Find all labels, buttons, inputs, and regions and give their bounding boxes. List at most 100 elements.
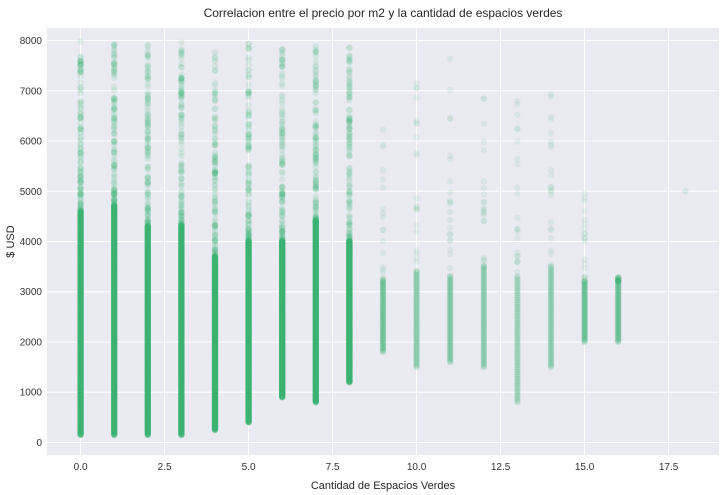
data-point	[178, 182, 185, 189]
data-point	[178, 168, 185, 175]
data-point	[144, 149, 151, 156]
data-point	[77, 172, 84, 180]
data-point	[144, 122, 151, 130]
data-point	[144, 96, 151, 104]
data-point	[211, 232, 219, 239]
data-point	[547, 167, 555, 174]
data-point	[77, 200, 84, 208]
data-point	[211, 124, 219, 132]
data-point	[178, 146, 185, 153]
data-point	[77, 173, 84, 180]
data-point	[111, 116, 118, 123]
data-point	[514, 268, 521, 276]
data-point	[111, 162, 118, 169]
data-point	[77, 205, 84, 212]
data-point	[144, 203, 151, 210]
data-point	[514, 97, 521, 105]
data-point	[111, 65, 118, 73]
data-point	[77, 170, 84, 177]
data-point	[547, 235, 555, 242]
data-point	[77, 205, 84, 212]
data-point	[111, 137, 118, 145]
data-point	[211, 105, 219, 113]
data-point	[111, 186, 118, 194]
data-point	[111, 189, 118, 197]
data-point	[144, 174, 151, 181]
data-point	[144, 135, 151, 142]
data-point	[111, 162, 118, 170]
data-point	[77, 208, 84, 215]
data-point	[346, 81, 353, 88]
data-point	[178, 115, 185, 122]
data-point	[77, 67, 84, 75]
data-point	[111, 47, 118, 55]
data-point	[312, 141, 319, 149]
data-point	[144, 52, 151, 60]
data-point	[480, 95, 487, 102]
data-point	[77, 114, 84, 121]
data-point	[111, 95, 118, 102]
data-point	[178, 85, 185, 92]
data-point	[178, 77, 185, 85]
data-point	[111, 196, 118, 204]
data-point	[144, 208, 151, 215]
data-point	[144, 175, 151, 182]
data-point	[178, 205, 185, 213]
data-point	[144, 220, 151, 227]
data-point	[111, 149, 118, 157]
data-point	[111, 200, 118, 207]
data-point	[144, 190, 151, 198]
data-point	[514, 258, 521, 265]
data-point	[77, 109, 84, 117]
data-point	[111, 105, 118, 113]
data-point	[144, 110, 151, 117]
data-point	[245, 199, 252, 206]
data-point	[111, 50, 118, 57]
data-point	[178, 219, 185, 226]
data-point	[547, 219, 555, 226]
data-point	[77, 191, 84, 198]
data-point	[111, 137, 118, 144]
data-point	[178, 221, 185, 228]
data-point	[144, 117, 151, 125]
data-point	[77, 57, 84, 64]
data-point	[111, 122, 118, 129]
data-point	[77, 206, 84, 213]
data-point	[211, 79, 219, 87]
data-point	[77, 191, 84, 198]
data-point	[144, 223, 151, 230]
data-point	[77, 178, 84, 186]
data-point	[178, 215, 185, 222]
y-tick-label: 4000	[20, 237, 43, 248]
data-point	[144, 151, 151, 158]
data-point	[379, 249, 387, 257]
data-point	[312, 150, 319, 158]
data-point	[447, 152, 454, 159]
data-point	[178, 201, 185, 208]
data-point	[77, 68, 84, 75]
data-point	[144, 200, 151, 207]
data-point	[144, 127, 151, 135]
data-point	[144, 131, 151, 139]
data-point	[111, 165, 118, 173]
data-point	[312, 135, 319, 143]
data-point	[245, 169, 252, 176]
data-point	[178, 221, 185, 228]
data-point	[413, 195, 420, 202]
data-point	[211, 67, 219, 74]
data-point	[178, 192, 185, 200]
data-point	[379, 276, 387, 283]
data-point	[480, 120, 487, 127]
data-point	[111, 94, 118, 102]
data-point	[178, 111, 185, 119]
data-point	[111, 68, 118, 75]
data-point	[144, 66, 151, 74]
data-point	[178, 222, 185, 230]
data-point	[144, 136, 151, 143]
data-point	[77, 199, 84, 207]
data-point	[77, 125, 84, 132]
data-point	[178, 130, 185, 138]
data-point	[178, 78, 185, 86]
data-point	[111, 145, 118, 152]
data-point	[178, 104, 185, 112]
